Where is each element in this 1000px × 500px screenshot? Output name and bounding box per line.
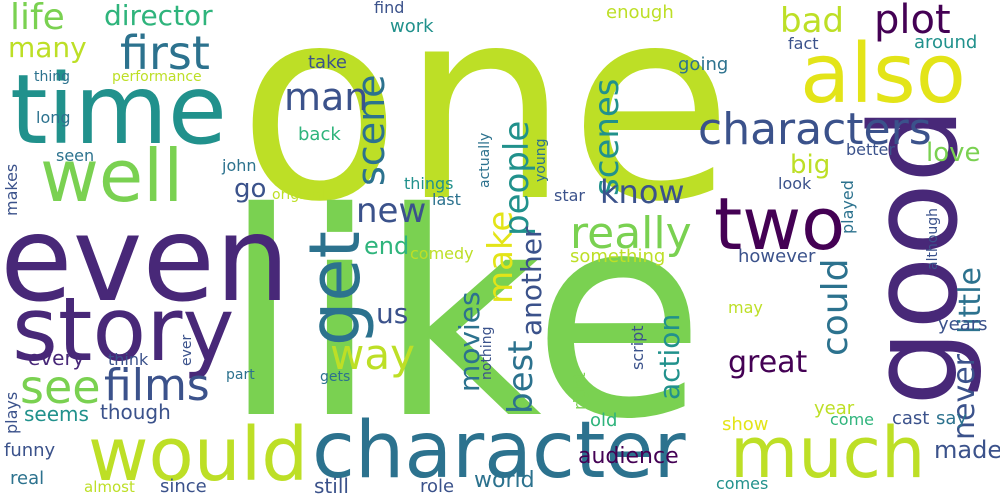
- word-life: life: [10, 0, 65, 38]
- word-also: also: [800, 27, 966, 122]
- word-almost: almost: [84, 478, 135, 496]
- word-every: every: [28, 346, 85, 370]
- word-plays: plays: [2, 391, 21, 434]
- word-big: big: [790, 150, 831, 180]
- word-comes: comes: [716, 474, 769, 493]
- word-back: back: [298, 124, 341, 145]
- word-audience: audience: [578, 444, 679, 469]
- word-love: love: [926, 138, 981, 168]
- word-character: character: [312, 406, 686, 496]
- word-look: look: [778, 174, 812, 193]
- word-since: since: [160, 476, 207, 497]
- word-role: role: [420, 476, 455, 497]
- word-original: original: [272, 187, 325, 203]
- word-makes: makes: [2, 163, 21, 216]
- word-ever: ever: [179, 334, 195, 366]
- word-go: go: [234, 174, 267, 204]
- word-around: around: [914, 32, 978, 53]
- word-part: part: [226, 367, 255, 383]
- word-really: really: [570, 208, 692, 259]
- word-find: find: [374, 0, 405, 17]
- word-think: think: [108, 350, 149, 369]
- word-may: may: [728, 298, 763, 317]
- word-cast: cast: [892, 408, 930, 429]
- word-two: two: [714, 182, 846, 266]
- word-right: right: [570, 372, 589, 410]
- word-take: take: [308, 52, 347, 73]
- word-like: like: [222, 152, 706, 481]
- word-real: real: [10, 468, 45, 489]
- word-fact: fact: [788, 34, 819, 53]
- word-young: young: [533, 138, 549, 182]
- word-star: star: [554, 186, 585, 205]
- word-however: however: [738, 246, 816, 267]
- word-better: better: [846, 140, 895, 159]
- word-john: john: [222, 156, 257, 175]
- word-know: know: [600, 173, 685, 211]
- word-actually: actually: [477, 132, 493, 188]
- word-people: people: [497, 120, 537, 236]
- word-plot: plot: [874, 0, 951, 43]
- word-gets: gets: [320, 369, 351, 385]
- word-show: show: [722, 414, 769, 435]
- word-way: way: [330, 330, 415, 379]
- word-performance: performance: [112, 69, 202, 85]
- word-see: see: [20, 360, 101, 414]
- word-work: work: [390, 16, 434, 37]
- word-although: although: [925, 207, 941, 270]
- word-characters: characters: [698, 104, 932, 155]
- word-old: old: [590, 410, 618, 431]
- word-films: films: [104, 360, 210, 411]
- word-new: new: [356, 191, 427, 231]
- word-get: get: [294, 231, 376, 346]
- word-things: things: [404, 174, 454, 193]
- word-nothing: nothing: [479, 326, 495, 380]
- word-best: best: [501, 340, 541, 414]
- word-bad: bad: [780, 1, 844, 41]
- word-many: many: [8, 31, 87, 64]
- word-long: long: [36, 108, 71, 127]
- word-director: director: [104, 0, 213, 32]
- word-great: great: [728, 345, 808, 380]
- word-made: made: [934, 436, 1000, 464]
- word-years: years: [938, 314, 988, 335]
- word-seen: seen: [56, 146, 95, 165]
- word-much: much: [730, 412, 926, 494]
- word-one: one: [238, 0, 733, 260]
- word-end: end: [364, 232, 410, 260]
- word-last: last: [432, 190, 461, 209]
- word-something: something: [570, 246, 666, 267]
- word-say: say: [936, 408, 968, 429]
- word-would: would: [88, 412, 309, 498]
- word-another: another: [515, 226, 548, 337]
- word-played: played: [838, 180, 857, 234]
- word-us: us: [376, 297, 409, 330]
- word-comedy: comedy: [410, 244, 474, 263]
- word-seems: seems: [24, 402, 89, 426]
- word-even: even: [0, 190, 290, 328]
- word-though: though: [100, 400, 171, 424]
- word-funny: funny: [4, 440, 56, 461]
- word-well: well: [40, 134, 184, 218]
- word-story: story: [12, 278, 235, 381]
- word-could: could: [815, 258, 856, 357]
- word-script: script: [628, 325, 647, 370]
- word-man: man: [284, 75, 369, 119]
- word-come: come: [830, 410, 875, 429]
- word-enough: enough: [606, 2, 674, 23]
- word-still: still: [314, 474, 349, 498]
- word-action: action: [653, 313, 686, 400]
- word-time: time: [10, 54, 227, 166]
- word-first: first: [120, 26, 210, 80]
- word-going: going: [678, 54, 729, 75]
- word-thing: thing: [34, 69, 71, 85]
- word-world: world: [474, 468, 535, 493]
- word-year: year: [814, 398, 855, 419]
